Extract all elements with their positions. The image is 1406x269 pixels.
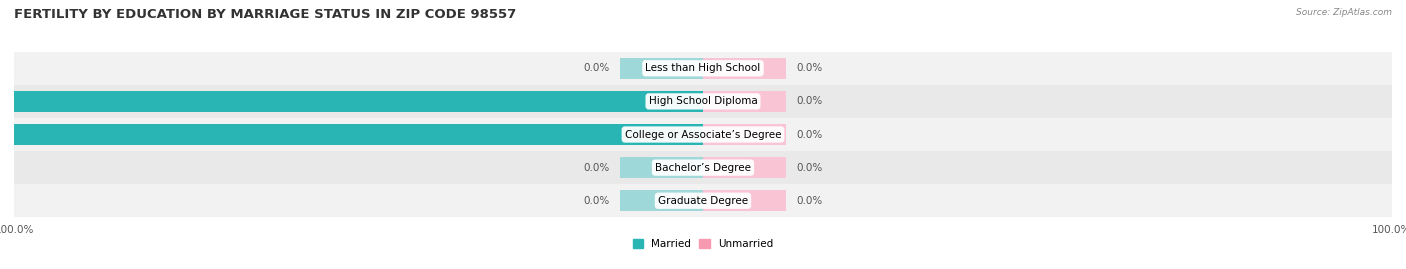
Text: 0.0%: 0.0% (583, 162, 610, 173)
Text: Graduate Degree: Graduate Degree (658, 196, 748, 206)
Bar (14, 124, 703, 145)
Text: Source: ZipAtlas.com: Source: ZipAtlas.com (1296, 8, 1392, 17)
Text: FERTILITY BY EDUCATION BY MARRIAGE STATUS IN ZIP CODE 98557: FERTILITY BY EDUCATION BY MARRIAGE STATU… (14, 8, 516, 21)
Bar (14, 91, 703, 112)
Bar (703, 190, 786, 211)
Bar (14, 184, 1392, 217)
Bar (620, 157, 703, 178)
Text: 0.0%: 0.0% (796, 162, 823, 173)
Text: 0.0%: 0.0% (796, 129, 823, 140)
Text: 0.0%: 0.0% (796, 96, 823, 107)
Bar (703, 157, 786, 178)
Bar (620, 58, 703, 79)
Text: 0.0%: 0.0% (583, 196, 610, 206)
Bar (703, 124, 786, 145)
Bar (703, 91, 786, 112)
Bar (14, 118, 1392, 151)
Bar (620, 190, 703, 211)
Text: College or Associate’s Degree: College or Associate’s Degree (624, 129, 782, 140)
Text: 0.0%: 0.0% (583, 63, 610, 73)
Text: 0.0%: 0.0% (796, 196, 823, 206)
Text: 100.0%: 100.0% (0, 96, 4, 107)
Bar (703, 58, 786, 79)
Text: 100.0%: 100.0% (0, 129, 4, 140)
Bar (14, 85, 1392, 118)
Bar (14, 151, 1392, 184)
Text: Bachelor’s Degree: Bachelor’s Degree (655, 162, 751, 173)
Text: High School Diploma: High School Diploma (648, 96, 758, 107)
Legend: Married, Unmarried: Married, Unmarried (628, 235, 778, 253)
Text: 0.0%: 0.0% (796, 63, 823, 73)
Bar (14, 52, 1392, 85)
Text: Less than High School: Less than High School (645, 63, 761, 73)
